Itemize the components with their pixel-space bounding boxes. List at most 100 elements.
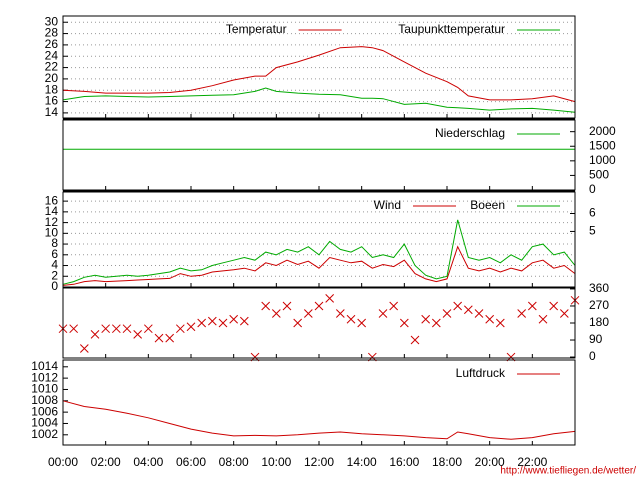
y-tick-label: 0 — [51, 279, 58, 293]
y-tick-label: 16 — [45, 193, 59, 207]
point — [549, 301, 559, 311]
y-tick-label: 18 — [45, 82, 59, 96]
y-tick-label: 28 — [45, 26, 59, 40]
point — [218, 318, 228, 328]
x-tick-label: 14:00 — [347, 455, 377, 469]
point — [485, 314, 495, 324]
legend-label: Luftdruck — [456, 366, 506, 380]
y-tick-label: 30 — [45, 14, 59, 28]
point — [389, 301, 399, 311]
point — [186, 322, 196, 332]
y2-tick-label: 1500 — [589, 138, 616, 152]
point — [303, 309, 313, 318]
point — [197, 318, 207, 328]
y-tick-label: 14 — [45, 105, 59, 119]
y-tick-label: 12 — [45, 215, 59, 229]
point — [538, 314, 548, 324]
y2-tick-label: 6 — [589, 206, 596, 220]
y-tick-label: 10 — [45, 225, 59, 239]
x-tick-label: 04:00 — [133, 455, 163, 469]
series-line — [62, 219, 576, 285]
y-tick-label: 1010 — [31, 382, 58, 396]
y-tick-label: 24 — [45, 48, 59, 62]
point — [314, 301, 324, 311]
point — [261, 301, 271, 311]
y2-tick-label: 180 — [589, 315, 609, 329]
y-tick-label: 6 — [51, 247, 58, 261]
y-tick-label: 1014 — [31, 359, 58, 373]
point — [335, 309, 345, 318]
point — [122, 324, 132, 334]
x-tick-label: 08:00 — [219, 455, 249, 469]
point — [453, 301, 463, 311]
x-tick-label: 02:00 — [91, 455, 121, 469]
x-tick-label: 22:00 — [517, 455, 547, 469]
point — [495, 318, 505, 328]
y-tick-label: 1008 — [31, 393, 58, 407]
y2-tick-label: 0 — [589, 182, 596, 196]
point — [431, 318, 441, 328]
point — [143, 324, 153, 334]
point — [463, 305, 473, 315]
y2-tick-label: 360 — [589, 281, 609, 295]
point — [69, 324, 79, 334]
point — [175, 324, 185, 334]
y2-tick-label: 1000 — [589, 153, 616, 167]
point — [346, 314, 356, 324]
point — [79, 344, 89, 353]
source-url: http://www.tiefliegen.de/wetter/ — [500, 466, 636, 477]
y-tick-label: 20 — [45, 71, 59, 85]
legend-label: Niederschlag — [435, 126, 505, 140]
y2-tick-label: 0 — [589, 349, 596, 363]
panel-frame — [62, 359, 576, 446]
series-line — [62, 400, 576, 440]
panel-frame — [62, 287, 576, 359]
point — [421, 314, 431, 324]
point — [474, 309, 484, 318]
point — [378, 309, 388, 318]
y-tick-label: 22 — [45, 60, 59, 74]
x-tick-label: 10:00 — [261, 455, 291, 469]
point — [207, 316, 217, 326]
y2-tick-label: 90 — [589, 332, 603, 346]
legend-label: Wind — [374, 198, 401, 212]
point — [559, 309, 569, 318]
point — [271, 309, 281, 318]
point — [527, 301, 537, 311]
point — [90, 329, 100, 339]
y-tick-label: 14 — [45, 204, 59, 218]
y-tick-label: 2 — [51, 268, 58, 282]
point — [229, 314, 239, 324]
point — [101, 324, 111, 334]
point — [154, 333, 164, 343]
x-tick-label: 12:00 — [304, 455, 334, 469]
series-line — [62, 245, 576, 286]
y-tick-label: 1006 — [31, 404, 58, 418]
point — [165, 333, 175, 343]
x-tick-label: 20:00 — [475, 455, 505, 469]
y2-tick-label: 5 — [589, 224, 596, 238]
y-tick-label: 1002 — [31, 427, 58, 441]
point — [293, 318, 303, 328]
point — [133, 329, 143, 339]
y-tick-label: 1004 — [31, 416, 58, 430]
y-tick-label: 26 — [45, 37, 59, 51]
point — [325, 294, 335, 303]
y-tick-label: 4 — [51, 258, 58, 272]
x-tick-label: 06:00 — [176, 455, 206, 469]
y2-tick-label: 270 — [589, 298, 609, 312]
x-tick-label: 00:00 — [48, 455, 78, 469]
point — [357, 318, 367, 328]
point — [111, 324, 121, 334]
y-tick-label: 1012 — [31, 370, 58, 384]
y-tick-label: 8 — [51, 236, 58, 250]
legend-label: Boeen — [470, 198, 505, 212]
series-line — [62, 87, 576, 113]
point — [239, 316, 249, 326]
series-line — [62, 46, 576, 103]
y-tick-label: 16 — [45, 94, 59, 108]
point — [517, 309, 527, 318]
y2-tick-label: 500 — [589, 168, 609, 182]
legend-label: Taupunkttemperatur — [398, 22, 505, 36]
